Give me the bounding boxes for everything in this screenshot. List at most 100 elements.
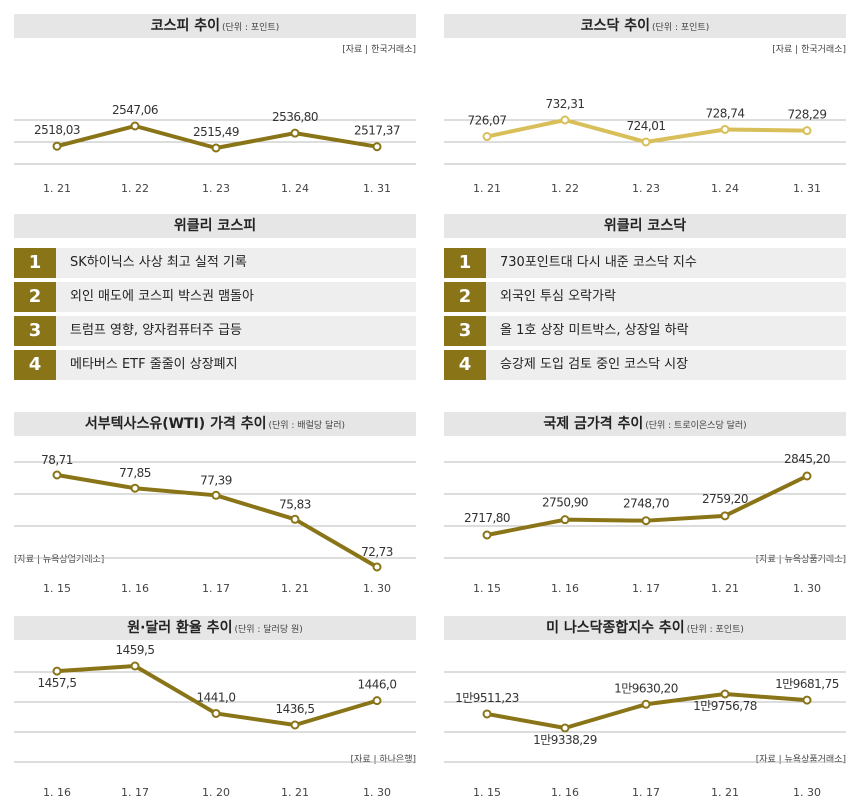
rank-headline: 외인 매도에 코스피 박스권 맴돌아 — [70, 289, 254, 304]
data-point — [290, 720, 300, 730]
rank-row: 4 메타버스 ETF 줄줄이 상장폐지 — [14, 350, 416, 380]
data-label: 728,74 — [706, 106, 745, 120]
x-tick-label: 1. 31 — [793, 182, 821, 195]
usdkrw-unit: (단위 : 달러당 원) — [234, 625, 303, 635]
nasdaq-line-chart: 1만9511,23 1만9338,29 1만9630,20 1만9756,78 1만96… — [444, 671, 846, 763]
data-point — [290, 128, 300, 138]
data-point — [482, 530, 492, 540]
wti-line-chart: 78,71 77,85 77,39 75,83 72,73 — [14, 453, 416, 572]
rank-number: 1 — [444, 248, 486, 278]
data-point — [372, 696, 382, 706]
x-tick-label: 1. 23 — [632, 182, 660, 195]
rank-number: 1 — [14, 248, 56, 278]
gold-source: [자료 | 뉴욕상품거래소] — [755, 555, 846, 565]
x-tick-label: 1. 17 — [632, 582, 660, 595]
data-label: 1436,5 — [276, 702, 315, 716]
data-point — [641, 699, 651, 709]
data-label: 724,01 — [627, 119, 666, 133]
x-tick-label: 1. 31 — [363, 182, 391, 195]
data-label: 1만9338,29 — [533, 733, 597, 747]
rank-row: 2 외국인 투심 오락가락 — [444, 282, 846, 312]
x-tick-label: 1. 20 — [202, 786, 230, 799]
data-label: 75,83 — [279, 497, 311, 511]
kospi-panel: 코스피 추이 (단위 : 포인트) [자료 | 한국거래소] 2518,03 254… — [14, 14, 416, 196]
data-label: 2759,20 — [702, 492, 748, 506]
x-tick-label: 1. 17 — [632, 786, 660, 799]
data-point — [52, 666, 62, 676]
rank-headline: 외국인 투심 오락가락 — [500, 289, 616, 304]
rank-headline: 승강제 도입 검토 중인 코스닥 시장 — [500, 357, 689, 372]
usdkrw-chart: 1457,5 1459,5 1441,0 1436,5 1446,0 1. 16 1. 17… — [14, 643, 416, 799]
data-label: 2515,49 — [193, 125, 239, 139]
weekly-kospi-panel: 위클리 코스피 1 SK하이닉스 사상 최고 실적 기록 2 외인 매도에 코스피 박… — [14, 214, 416, 384]
data-label: 2536,80 — [272, 110, 318, 124]
gold-panel: 국제 금가격 추이 (단위 : 트로이온스당 달러) [자료 | 뉴욕상품거래소]… — [444, 412, 846, 595]
x-tick-label: 1. 21 — [711, 582, 739, 595]
rank-number: 3 — [14, 316, 56, 346]
series-line — [486, 692, 808, 730]
data-point — [372, 562, 382, 572]
data-point — [290, 514, 300, 524]
data-point — [52, 470, 62, 480]
x-tick-label: 1. 21 — [43, 182, 71, 195]
data-point — [720, 511, 730, 521]
rank-headline: 730포인트대 다시 내준 코스닥 지수 — [500, 255, 697, 270]
data-label: 77,85 — [119, 466, 151, 480]
x-tick-label: 1. 16 — [43, 786, 71, 799]
usdkrw-source: [자료 | 하나은행] — [350, 755, 416, 765]
data-point — [560, 515, 570, 525]
x-tick-label: 1. 21 — [281, 582, 309, 595]
kosdaq-panel: 코스닥 추이 (단위 : 포인트) [자료 | 한국거래소] 726,07 732,… — [444, 14, 846, 196]
gold-line-chart: 2717,80 2750,90 2748,70 2759,20 2845,20 — [444, 452, 846, 559]
x-tick-label: 1. 17 — [121, 786, 149, 799]
data-label: 1만9511,23 — [455, 691, 519, 705]
rank-number: 4 — [14, 350, 56, 380]
x-axis-labels: 1. 21 1. 22 1. 23 1. 24 1. 31 — [444, 182, 846, 196]
rank-headline: 트럼프 영향, 양자컴퓨터주 급등 — [70, 323, 243, 338]
kosdaq-source: [자료 | 한국거래소] — [772, 45, 846, 55]
x-tick-label: 1. 30 — [363, 786, 391, 799]
gold-unit: (단위 : 트로이온스당 달러) — [645, 421, 747, 431]
rank-number: 2 — [444, 282, 486, 312]
data-point — [52, 141, 62, 151]
data-point — [130, 483, 140, 493]
weekly-kospi-title: 위클리 코스피 — [14, 214, 416, 238]
kosdaq-title: 코스닥 추이 (단위 : 포인트) — [444, 14, 846, 38]
nasdaq-unit: (단위 : 포인트) — [686, 625, 744, 635]
x-tick-label: 1. 30 — [793, 786, 821, 799]
kospi-source: [자료 | 한국거래소] — [342, 45, 416, 55]
x-axis-labels: 1. 21 1. 22 1. 23 1. 24 1. 31 — [14, 182, 416, 196]
rank-number: 3 — [444, 316, 486, 346]
rank-number: 2 — [14, 282, 56, 312]
data-label: 77,39 — [200, 473, 232, 487]
rank-row: 2 외인 매도에 코스피 박스권 맴돌아 — [14, 282, 416, 312]
x-axis-labels: 1. 15 1. 16 1. 17 1. 21 1. 30 — [444, 786, 846, 800]
data-label: 2750,90 — [542, 496, 588, 510]
data-point — [720, 689, 730, 699]
rank-row: 3 올 1호 상장 미트박스, 상장일 하락 — [444, 316, 846, 346]
data-label: 726,07 — [468, 114, 507, 128]
data-label: 2845,20 — [784, 452, 830, 466]
data-point — [802, 695, 812, 705]
data-point — [211, 708, 221, 718]
x-tick-label: 1. 21 — [473, 182, 501, 195]
data-label: 2517,37 — [354, 124, 400, 138]
data-label: 78,71 — [41, 453, 73, 467]
wti-chart: 78,71 77,85 77,39 75,83 72,73 1. 15 1. 16 1. 17… — [14, 442, 416, 595]
nasdaq-panel: 미 나스닥종합지수 추이 (단위 : 포인트) [자료 | 뉴욕상품거래소] 1만… — [444, 616, 846, 799]
data-point — [130, 661, 140, 671]
data-point — [130, 121, 140, 131]
x-axis-labels: 1. 15 1. 16 1. 17 1. 21 1. 30 — [444, 582, 846, 596]
rank-row: 4 승강제 도입 검토 중인 코스닥 시장 — [444, 350, 846, 380]
x-tick-label: 1. 16 — [121, 582, 149, 595]
rank-number: 4 — [444, 350, 486, 380]
rank-headline: SK하이닉스 사상 최고 실적 기록 — [70, 255, 247, 270]
nasdaq-title: 미 나스닥종합지수 추이 (단위 : 포인트) — [444, 616, 846, 640]
data-point — [641, 137, 651, 147]
data-label: 1만9630,20 — [614, 681, 678, 695]
x-tick-label: 1. 24 — [281, 182, 309, 195]
wti-panel: 서부텍사스유(WTI) 가격 추이 (단위 : 배럴당 달러) [자료 | 뉴욕상… — [14, 412, 416, 595]
x-tick-label: 1. 21 — [711, 786, 739, 799]
data-label: 728,29 — [788, 108, 827, 122]
nasdaq-source: [자료 | 뉴욕상품거래소] — [755, 755, 846, 765]
